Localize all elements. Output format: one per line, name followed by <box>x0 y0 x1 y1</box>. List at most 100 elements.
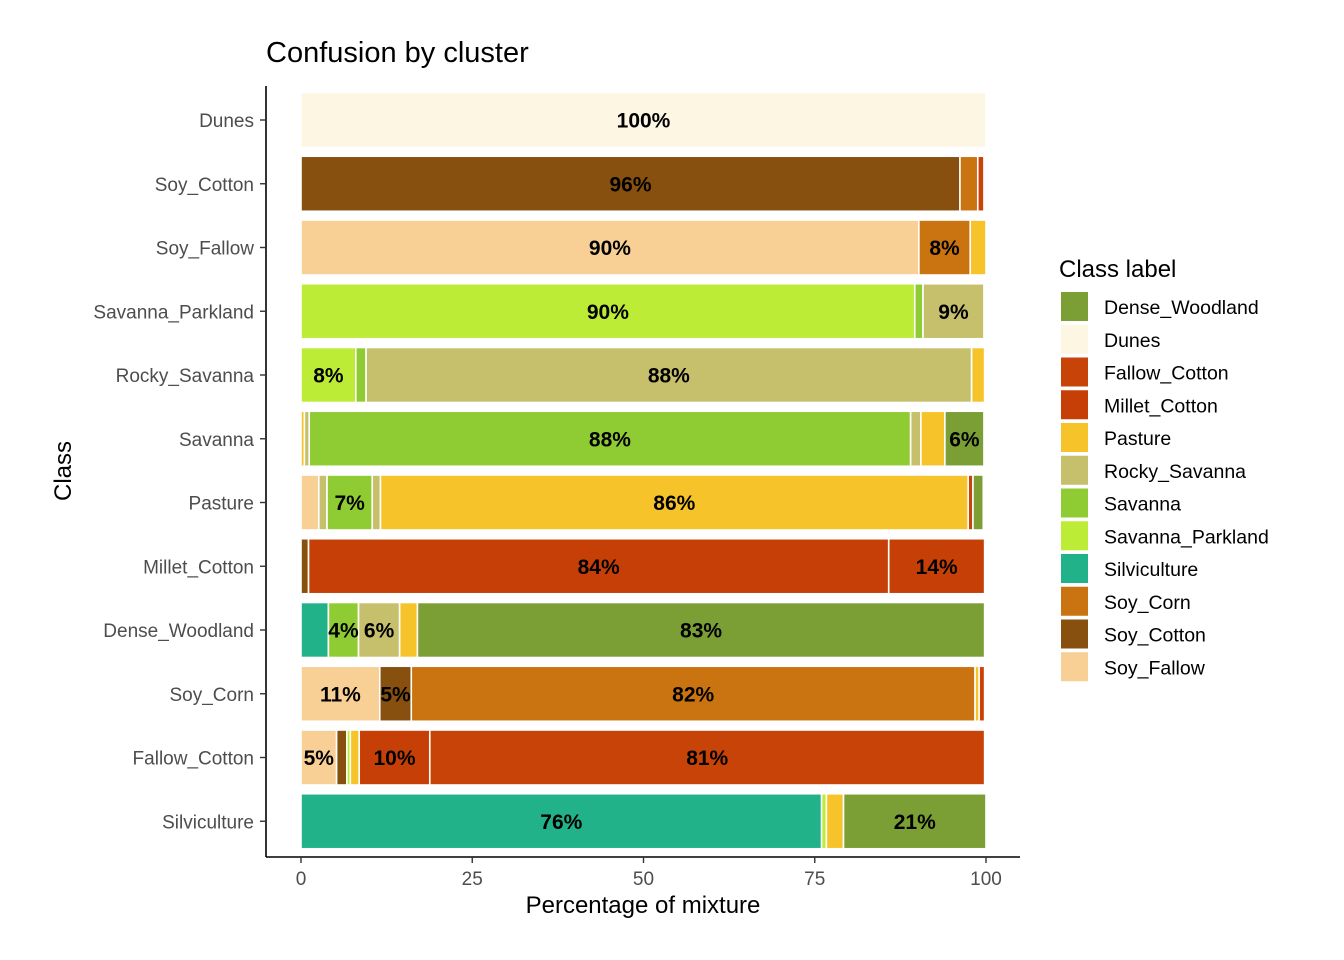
y-tick-label: Fallow_Cotton <box>133 749 254 770</box>
legend-label-savanna-parkland: Savanna_Parkland <box>1104 526 1269 548</box>
x-tick-label: 0 <box>296 869 307 890</box>
y-tick-label: Millet_Cotton <box>143 557 254 578</box>
data-label: 21% <box>894 811 936 834</box>
y-tick-label: Silviculture <box>162 812 254 833</box>
data-label: 8% <box>929 237 960 260</box>
data-label: 88% <box>648 365 690 388</box>
data-label: 10% <box>373 747 415 770</box>
bar-segment-pasture-savanna <box>326 474 374 531</box>
bar-segment-savanna-pasture <box>920 410 946 468</box>
legend-swatch-silviculture <box>1061 554 1088 583</box>
bar-segment-fallow-cotton-soy-fallow <box>300 729 338 786</box>
bar-segment-soy-corn-soy-corn <box>410 665 976 723</box>
bar-segment-dunes-dunes <box>300 91 987 149</box>
bar-segment-millet-cotton-millet-cotton <box>307 537 890 595</box>
legend: Class label Dense_Woodland Dunes Fallow_Cot… <box>1059 256 1269 682</box>
y-axis-title: Class <box>50 441 77 501</box>
bar-segment-soy-fallow-soy-fallow <box>300 219 920 276</box>
data-label: 86% <box>653 492 695 515</box>
bar-segment-soy-corn-soy-fallow <box>300 665 381 723</box>
legend-label-fallow-cotton: Fallow_Cotton <box>1104 363 1229 385</box>
data-label: 11% <box>320 683 361 706</box>
bar-segment-dense-woodland-silviculture <box>300 601 330 659</box>
bar-segment-soy-corn-fallow-cotton <box>978 665 986 723</box>
data-label: 9% <box>938 301 969 324</box>
bar-segment-rocky-savanna-savanna-parkland <box>300 346 357 404</box>
bar-segment-soy-cotton-soy-cotton <box>300 155 961 213</box>
bar-segment-soy-corn-soy-cotton <box>378 665 413 723</box>
bar-segment-savanna-savanna <box>308 410 912 468</box>
bar-segment-rocky-savanna-rocky-savanna <box>365 346 973 404</box>
data-label: 100% <box>617 110 671 133</box>
y-tick-label: Dunes <box>199 111 254 132</box>
y-tick-label: Pasture <box>189 494 254 515</box>
legend-label-pasture: Pasture <box>1104 428 1171 450</box>
x-tick-label: 50 <box>633 869 654 890</box>
bar-segment-pasture-pasture <box>379 474 969 531</box>
bar-segment-savanna-parkland-savanna <box>913 282 924 340</box>
legend-swatch-savanna <box>1061 488 1088 518</box>
bar-segment-dense-woodland-dense-woodland <box>416 601 986 659</box>
bar-segment-fallow-cotton-pasture <box>349 729 361 786</box>
bar-segment-soy-cotton-fallow-cotton <box>976 155 985 213</box>
y-tick-label: Soy_Cotton <box>155 175 254 196</box>
bar-segment-silviculture-dense-woodland <box>842 792 987 850</box>
legend-swatch-soy-corn <box>1061 586 1088 616</box>
data-label: 88% <box>589 428 631 451</box>
bar-segment-pasture-soy-fallow <box>300 474 320 531</box>
bar-segment-pasture-rocky-savanna <box>318 474 328 531</box>
legend-swatch-rocky-savanna <box>1061 455 1088 485</box>
data-label: 14% <box>916 556 958 579</box>
legend-swatch-dunes <box>1061 324 1088 354</box>
legend-swatch-savanna-parkland <box>1061 521 1088 551</box>
bar-segment-silviculture-silviculture <box>300 792 823 850</box>
bar-segment-fallow-cotton-soy-cotton <box>335 729 348 786</box>
legend-label-soy-corn: Soy_Corn <box>1104 592 1191 614</box>
bar-segment-soy-fallow-pasture <box>969 219 987 276</box>
y-tick-label: Savanna_Parkland <box>93 302 254 323</box>
y-tick-label: Rocky_Savanna <box>116 366 255 387</box>
legend-swatch-millet-cotton <box>1061 390 1088 420</box>
legend-label-soy-fallow: Soy_Fallow <box>1104 657 1206 679</box>
x-tick-label: 25 <box>462 869 483 890</box>
data-label: 5% <box>380 683 411 706</box>
data-label: 76% <box>540 811 582 834</box>
x-axis-title: Percentage of mixture <box>526 892 761 919</box>
x-tick-label: 100 <box>970 869 1002 890</box>
legend-label-savanna: Savanna <box>1104 494 1181 516</box>
bar-segment-savanna-parkland-savanna-parkland <box>300 282 916 340</box>
bars-layer <box>300 91 987 850</box>
y-axis: Dunes Soy_Cotton Soy_Fallow Savanna_Parklan… <box>93 86 267 857</box>
bar-segment-rocky-savanna-savanna <box>354 346 367 404</box>
data-label: 8% <box>313 365 344 388</box>
data-label: 4% <box>328 620 359 643</box>
data-label: 84% <box>578 556 620 579</box>
bar-segment-fallow-cotton-fallow-cotton <box>428 729 986 786</box>
bar-segment-pasture-rocky-savanna <box>371 474 382 531</box>
bar-segment-millet-cotton-soy-cotton <box>300 537 310 595</box>
y-tick-label: Soy_Corn <box>170 685 255 706</box>
bar-segment-dense-woodland-rocky-savanna <box>357 601 401 659</box>
legend-label-silviculture: Silviculture <box>1104 559 1198 581</box>
x-axis: 0 25 50 75 100 <box>266 856 1020 890</box>
data-labels-layer: 100% 96% 90% 8% 90% 9% 8% 88% 88% 6% 7% 86% 84% 14% 4%… <box>304 110 980 834</box>
data-label: 82% <box>672 683 714 706</box>
bar-segment-dense-woodland-pasture <box>398 601 419 659</box>
legend-label-soy-cotton: Soy_Cotton <box>1104 625 1206 647</box>
bar-segment-rocky-savanna-pasture <box>970 346 986 404</box>
legend-label-dunes: Dunes <box>1104 330 1161 352</box>
data-label: 81% <box>686 747 728 770</box>
data-label: 6% <box>949 428 980 451</box>
legend-title: Class label <box>1059 256 1176 283</box>
bar-segment-savanna-parkland-rocky-savanna <box>922 282 985 340</box>
data-label: 83% <box>680 620 722 643</box>
data-label: 6% <box>364 620 395 643</box>
bar-segment-savanna-rocky-savanna <box>909 410 922 468</box>
legend-swatch-dense-woodland <box>1061 292 1088 321</box>
bar-segment-millet-cotton-millet-cotton <box>887 537 986 595</box>
x-tick-label: 75 <box>804 869 825 890</box>
legend-label-millet-cotton: Millet_Cotton <box>1104 395 1218 417</box>
y-tick-label: Dense_Woodland <box>103 621 254 642</box>
legend-swatch-soy-fallow <box>1061 652 1088 682</box>
